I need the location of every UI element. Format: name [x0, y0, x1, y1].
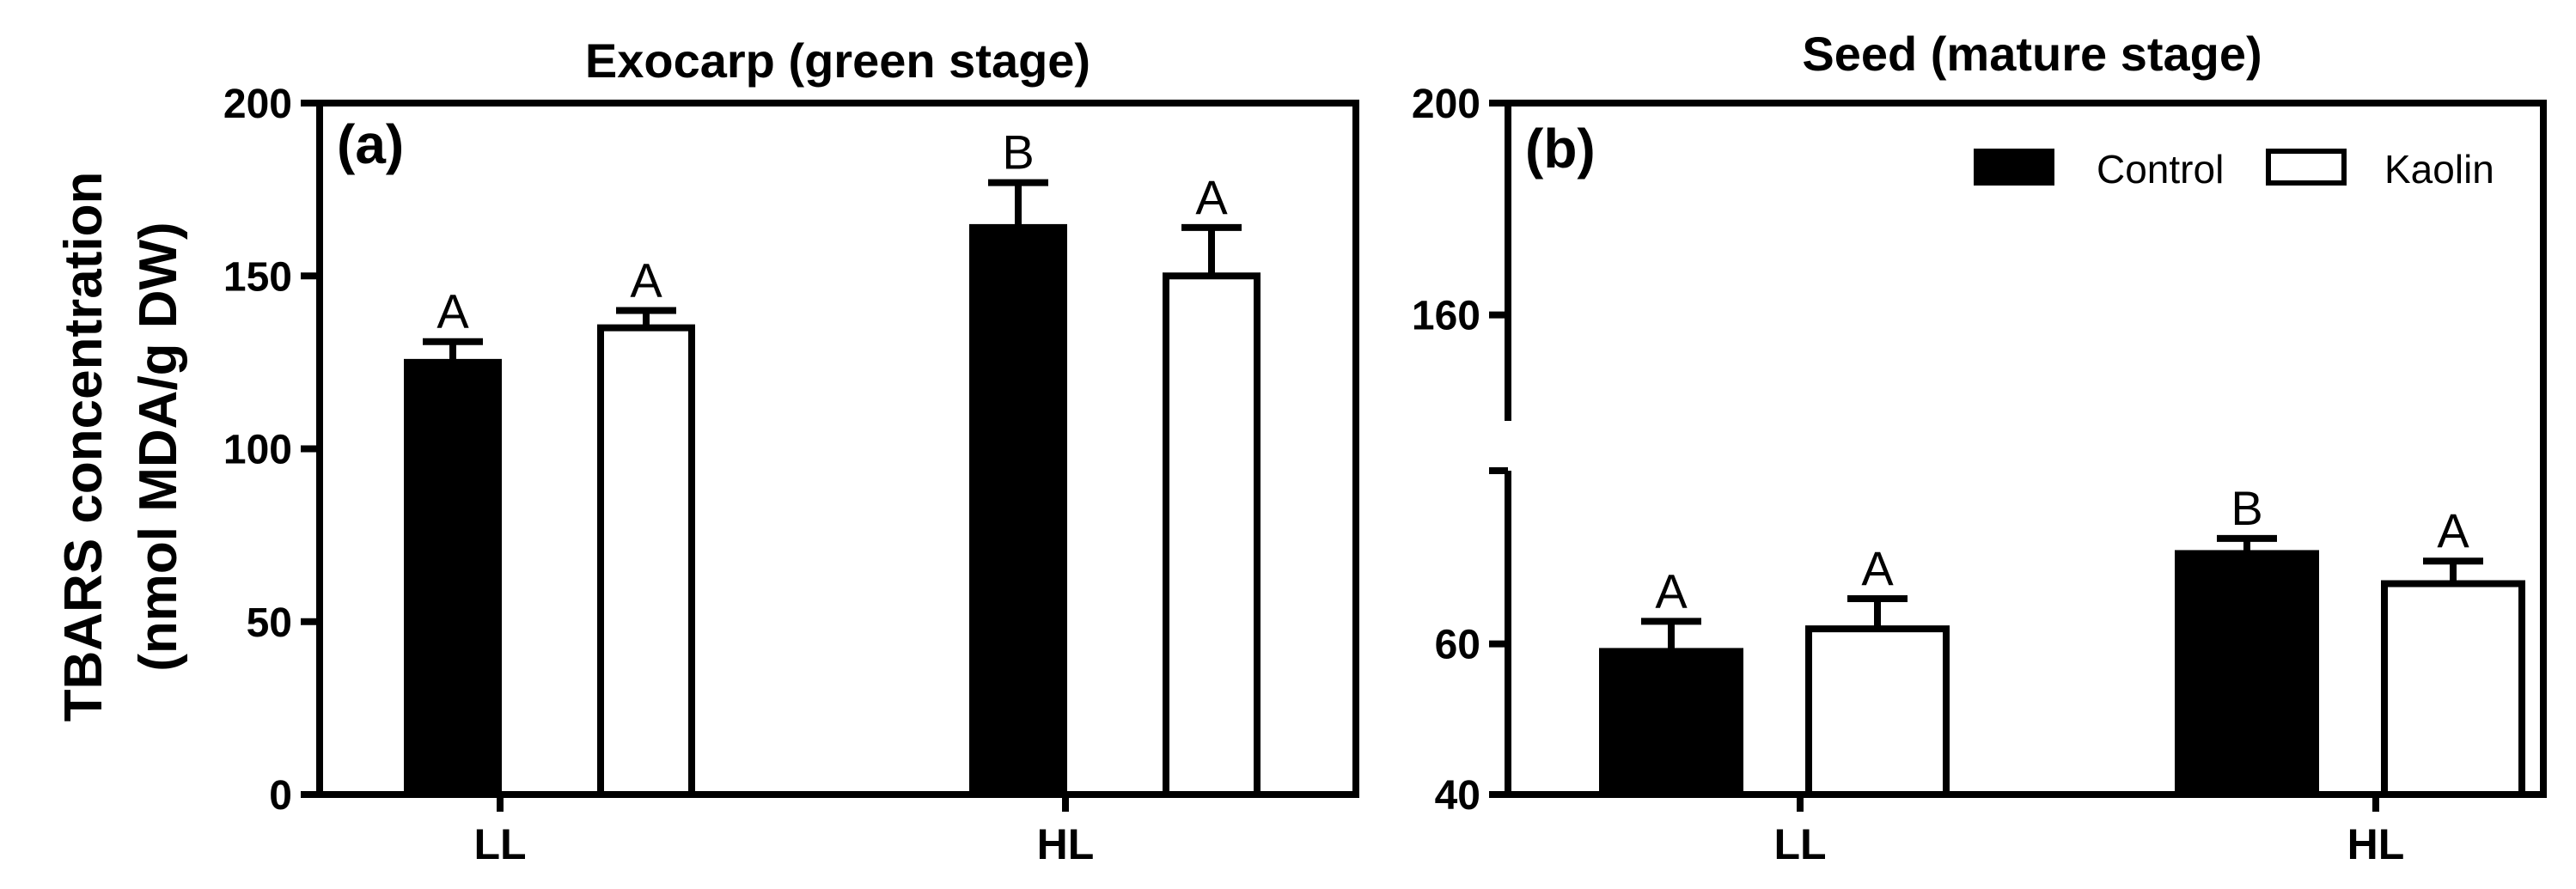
significance-letter-b: A	[2437, 503, 2469, 557]
bar-b	[1599, 648, 1743, 798]
y-axis-label: TBARS concentration	[54, 172, 113, 722]
y-tick-label-b: 200	[1412, 82, 1480, 127]
significance-letter-b: A	[1655, 563, 1688, 618]
chart-title-b: Seed (mature stage)	[1802, 27, 2262, 81]
bar-a	[969, 223, 1067, 798]
bar-a	[597, 324, 695, 798]
chart-title-a: Exocarp (green stage)	[585, 33, 1090, 88]
panel-tag-b: (b)	[1525, 118, 1596, 180]
y-tick-label-a: 150	[223, 254, 292, 300]
y-tick-label-a: 0	[269, 773, 292, 819]
bar-a	[1163, 272, 1261, 798]
y-tick-label-b: 60	[1435, 623, 1480, 668]
significance-letter-a: A	[436, 284, 469, 338]
significance-letter-a: A	[1195, 170, 1228, 224]
bar-b	[1805, 625, 1950, 798]
legend-swatch-kaolin	[2266, 149, 2347, 186]
significance-letter-b: A	[1861, 541, 1894, 595]
bar-b	[2381, 580, 2525, 799]
category-label-b: HL	[2347, 820, 2405, 868]
legend: Control Kaolin	[1974, 147, 2494, 192]
category-label-b: LL	[1773, 820, 1826, 868]
chart-panel-a: Exocarp (green stage) (a) 0 50 100 150 200 LL…	[223, 33, 1359, 868]
significance-letter-b: B	[2231, 481, 2262, 535]
category-label-a: LL	[473, 820, 526, 868]
bar-b	[2175, 550, 2319, 798]
chart-panel-b: Seed (mature stage) (b) 40 60 160 200 LL HL A B…	[1412, 27, 2547, 868]
significance-letter-a: B	[1002, 125, 1034, 180]
legend-label-control: Control	[2097, 147, 2224, 192]
significance-letter-a: A	[630, 253, 662, 307]
chart-marks-b: 40 60 160 200 LL HL A B A A	[1412, 82, 2547, 868]
y-axis-label-unit: (nmol MDA/g DW)	[129, 222, 188, 671]
legend-label-kaolin: Kaolin	[2384, 147, 2494, 192]
y-tick-label-b: 160	[1412, 294, 1480, 339]
panel-tag-a: (a)	[337, 113, 404, 175]
category-label-a: HL	[1037, 820, 1095, 868]
y-tick-label-b: 40	[1435, 773, 1480, 819]
y-tick-label-a: 100	[223, 428, 292, 473]
legend-swatch-control	[1974, 149, 2054, 186]
chart-marks-a: 0 50 100 150 200 LL HL A B A A	[223, 82, 1261, 868]
y-tick-label-a: 200	[223, 82, 292, 127]
y-tick-label-a: 50	[247, 600, 292, 646]
bar-a	[404, 358, 502, 798]
